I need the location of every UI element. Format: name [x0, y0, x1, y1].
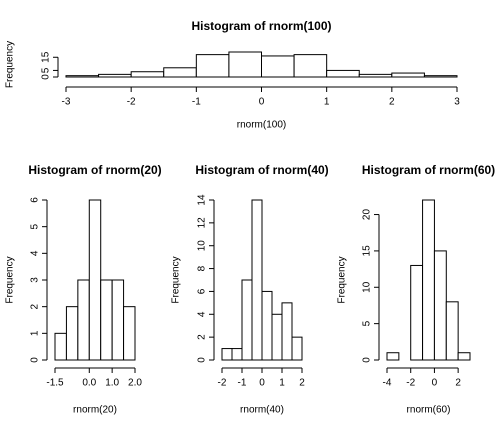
bar	[195, 54, 230, 78]
y-tick-label: 12	[197, 217, 208, 229]
bar	[221, 348, 233, 361]
x-tick-label: -4	[383, 378, 392, 389]
y-axis-label: Frequency	[337, 256, 348, 303]
bar	[54, 332, 67, 361]
x-axis-label: rnorm(100)	[237, 120, 286, 131]
bar	[111, 279, 125, 361]
y-axis-label: Frequency	[171, 256, 182, 303]
x-tick-label: 0.0	[82, 378, 96, 389]
x-tick-label: -2	[406, 378, 415, 389]
bar	[281, 302, 293, 361]
y-tick-label: 0	[197, 357, 208, 363]
y-axis-label: Frequency	[5, 41, 16, 88]
x-axis-label: rnorm(40)	[240, 405, 284, 416]
x-tick-label: 0	[259, 97, 265, 108]
x-tick-label: 1	[324, 97, 330, 108]
bar	[422, 199, 435, 361]
y-tick-label: 0	[30, 357, 41, 363]
y-tick-label: 5	[41, 67, 52, 73]
y-tick-label: 10	[362, 281, 373, 293]
bar	[261, 290, 273, 361]
x-tick-label: -3	[62, 97, 71, 108]
bar	[293, 54, 328, 78]
bar	[326, 69, 360, 78]
bar	[410, 264, 424, 361]
bar	[457, 352, 471, 361]
x-tick-label: -2	[127, 97, 136, 108]
bar	[241, 279, 253, 361]
y-tick-label: 8	[197, 265, 208, 271]
x-tick-label: 1.0	[105, 378, 119, 389]
x-tick-label: -1.5	[46, 378, 64, 389]
y-tick-label: 15	[41, 51, 52, 63]
bar	[391, 72, 425, 78]
x-tick-label: -1	[192, 97, 201, 108]
bar	[261, 55, 295, 78]
bar	[65, 306, 79, 361]
y-tick-label: 14	[197, 194, 208, 206]
bar	[291, 336, 303, 361]
bar	[88, 199, 102, 361]
x-tick-label: -2	[218, 378, 227, 389]
bar	[77, 279, 90, 361]
y-tick-label: 4	[197, 311, 208, 317]
y-tick-label: 0	[362, 357, 373, 363]
bar	[231, 348, 243, 361]
bar	[251, 199, 263, 361]
y-tick-label: 20	[362, 209, 373, 221]
y-tick-label: 15	[362, 245, 373, 257]
bar	[228, 51, 263, 78]
y-tick-label: 6	[30, 197, 41, 203]
y-tick-label: 4	[30, 250, 41, 256]
y-tick-label: 2	[197, 334, 208, 340]
bar	[100, 279, 113, 361]
chart-title: Histogram of rnorm(100)	[191, 19, 331, 33]
x-tick-label: 2	[389, 97, 395, 108]
x-tick-label: 0	[259, 378, 265, 389]
bar	[433, 250, 447, 361]
x-tick-label: 1	[279, 378, 285, 389]
y-tick-label: 3	[30, 277, 41, 283]
x-axis-label: rnorm(60)	[407, 405, 451, 416]
y-tick-label: 5	[30, 223, 41, 229]
y-axis-label: Frequency	[5, 256, 16, 303]
x-axis-label: rnorm(20)	[73, 405, 117, 416]
x-tick-label: 2.0	[128, 378, 142, 389]
chart-title: Histogram of rnorm(40)	[195, 163, 328, 177]
bar	[271, 313, 283, 361]
x-tick-label: 3	[454, 97, 460, 108]
x-tick-label: 0	[432, 378, 438, 389]
bar	[163, 67, 197, 78]
y-tick-label: 1	[30, 330, 41, 336]
bar	[445, 301, 459, 361]
y-tick-label: 10	[197, 240, 208, 252]
chart-title: Histogram of rnorm(20)	[28, 163, 161, 177]
y-tick-label: 6	[197, 288, 208, 294]
y-tick-label: 5	[362, 320, 373, 326]
x-tick-label: -1	[238, 378, 247, 389]
bar	[123, 306, 136, 361]
y-tick-label: 0	[41, 74, 52, 80]
y-tick-label: 2	[30, 303, 41, 309]
bar	[386, 352, 400, 361]
x-tick-label: 2	[299, 378, 305, 389]
bar	[130, 71, 165, 78]
x-tick-label: 2	[455, 378, 461, 389]
chart-title: Histogram of rnorm(60)	[362, 163, 495, 177]
